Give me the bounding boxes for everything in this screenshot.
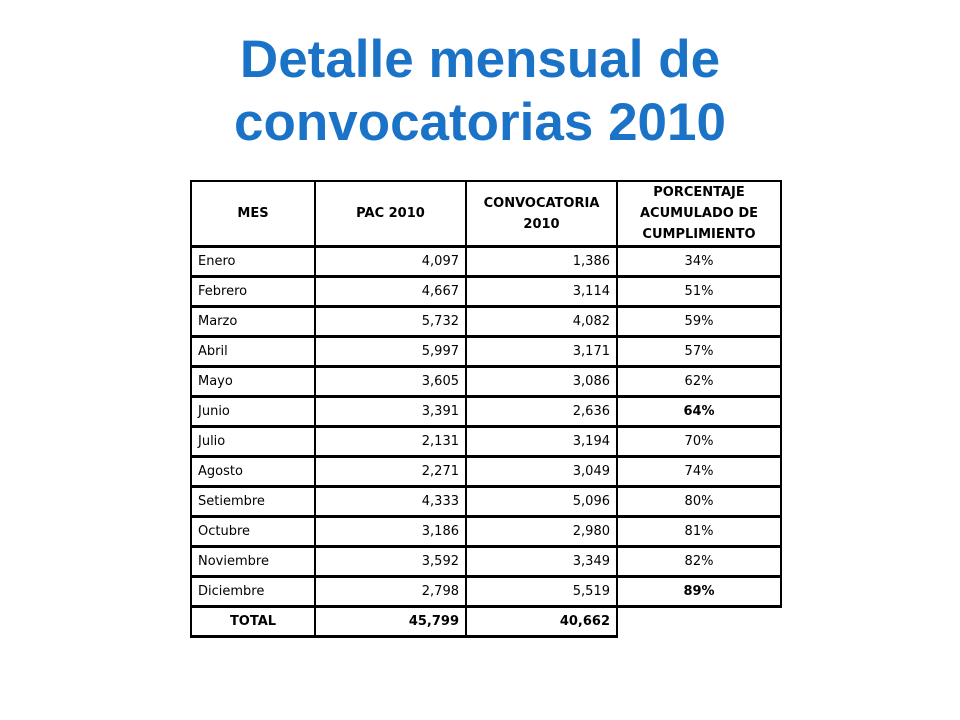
table-row: Febrero 4,667 3,114 51% [190,276,782,308]
table-header-row: MES PAC 2010 CONVOCATORIA 2010 PORCENTAJ… [190,180,782,248]
cell-convocatoria: 5,519 [465,576,618,608]
table-row: Junio 3,391 2,636 64% [190,396,782,428]
page-title: Detalle mensual de convocatorias 2010 [0,28,960,154]
table-body: Enero 4,097 1,386 34% Febrero 4,667 3,114 51% Ma… [190,246,782,608]
cell-convocatoria: 3,086 [465,366,618,398]
cell-mes: Agosto [190,456,316,488]
cell-convocatoria: 2,980 [465,516,618,548]
cell-mes: Octubre [190,516,316,548]
cell-porcentaje: 80% [616,486,782,518]
convocatorias-table: MES PAC 2010 CONVOCATORIA 2010 PORCENTAJ… [190,180,782,638]
cell-mes: Mayo [190,366,316,398]
cell-pac: 3,605 [314,366,467,398]
cell-convocatoria: 3,171 [465,336,618,368]
cell-porcentaje: 57% [616,336,782,368]
cell-mes: Marzo [190,306,316,338]
cell-porcentaje: 81% [616,516,782,548]
cell-mes: Setiembre [190,486,316,518]
cell-pac: 3,186 [314,516,467,548]
cell-convocatoria: 3,114 [465,276,618,308]
cell-porcentaje: 82% [616,546,782,578]
cell-mes: Junio [190,396,316,428]
title-line-1: Detalle mensual de [239,30,721,89]
cell-porcentaje: 89% [616,576,782,608]
cell-convocatoria: 3,349 [465,546,618,578]
table-row: Mayo 3,605 3,086 62% [190,366,782,398]
total-pac: 45,799 [314,606,467,638]
table-row: Marzo 5,732 4,082 59% [190,306,782,338]
table-row: Setiembre 4,333 5,096 80% [190,486,782,518]
cell-mes: Diciembre [190,576,316,608]
cell-convocatoria: 3,049 [465,456,618,488]
cell-pac: 4,667 [314,276,467,308]
cell-pac: 2,798 [314,576,467,608]
total-convocatoria: 40,662 [465,606,618,638]
cell-pac: 2,271 [314,456,467,488]
total-row: TOTAL 45,799 40,662 [190,606,781,638]
table-row: Enero 4,097 1,386 34% [190,246,782,278]
header-convocatoria: CONVOCATORIA 2010 [465,180,618,248]
cell-convocatoria: 2,636 [465,396,618,428]
cell-pac: 4,333 [314,486,467,518]
cell-pac: 5,732 [314,306,467,338]
header-porcentaje: PORCENTAJE ACUMULADO DE CUMPLIMIENTO [616,180,782,248]
title-line-2: convocatorias 2010 [234,93,726,152]
cell-mes: Abril [190,336,316,368]
cell-pac: 3,391 [314,396,467,428]
total-empty-cell [617,607,781,637]
header-pac: PAC 2010 [314,180,467,248]
cell-convocatoria: 1,386 [465,246,618,278]
cell-porcentaje: 59% [616,306,782,338]
cell-porcentaje: 64% [616,396,782,428]
table-row: Diciembre 2,798 5,519 89% [190,576,782,608]
cell-convocatoria: 3,194 [465,426,618,458]
cell-pac: 3,592 [314,546,467,578]
cell-porcentaje: 51% [616,276,782,308]
table-row: Julio 2,131 3,194 70% [190,426,782,458]
cell-pac: 5,997 [314,336,467,368]
cell-pac: 2,131 [314,426,467,458]
table-row: Octubre 3,186 2,980 81% [190,516,782,548]
table-row: Agosto 2,271 3,049 74% [190,456,782,488]
table-row: Noviembre 3,592 3,349 82% [190,546,782,578]
total-label: TOTAL [190,606,316,638]
cell-convocatoria: 5,096 [465,486,618,518]
cell-porcentaje: 70% [616,426,782,458]
cell-convocatoria: 4,082 [465,306,618,338]
table-row: Abril 5,997 3,171 57% [190,336,782,368]
cell-porcentaje: 34% [616,246,782,278]
cell-porcentaje: 74% [616,456,782,488]
cell-mes: Noviembre [190,546,316,578]
cell-porcentaje: 62% [616,366,782,398]
cell-mes: Julio [190,426,316,458]
header-mes: MES [190,180,316,248]
cell-mes: Enero [190,246,316,278]
cell-pac: 4,097 [314,246,467,278]
cell-mes: Febrero [190,276,316,308]
